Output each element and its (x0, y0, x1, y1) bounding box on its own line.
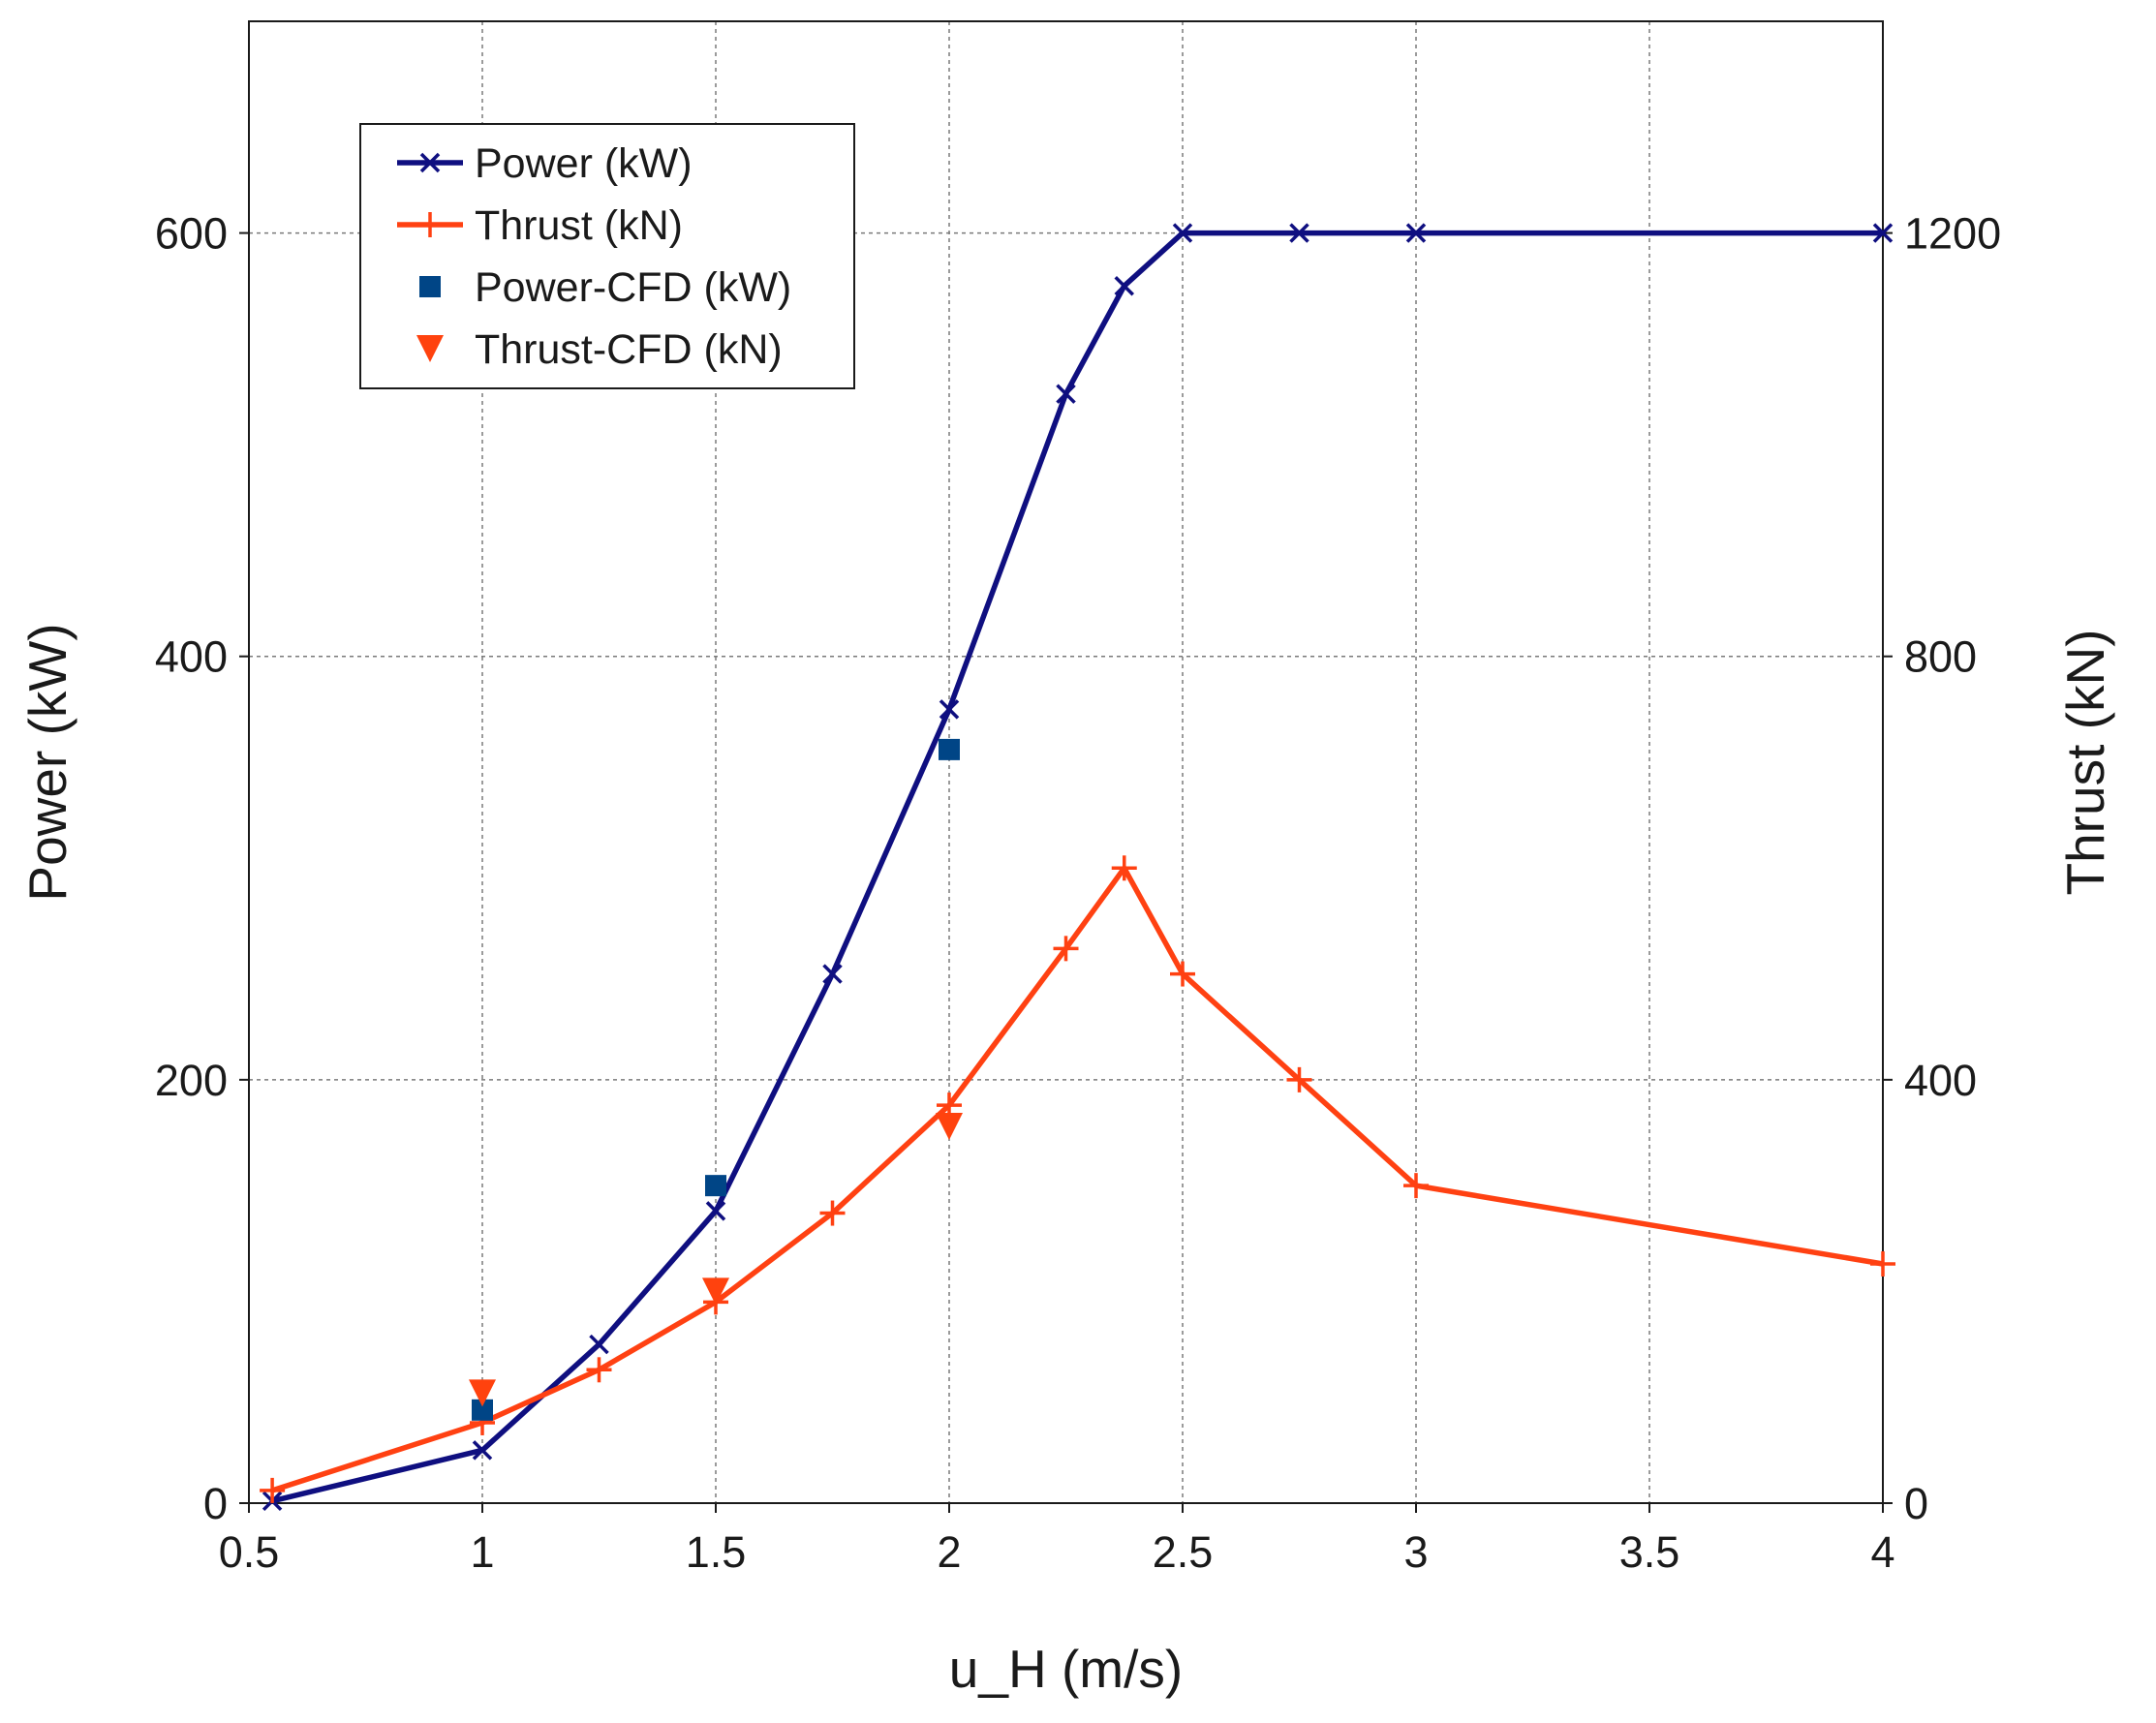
data-point (1111, 855, 1137, 881)
x-tick-label: 4 (1870, 1527, 1894, 1577)
data-point (702, 1277, 729, 1306)
y-tick-label: 200 (155, 1056, 228, 1105)
plot-area-frame (248, 20, 1884, 1504)
data-point (1403, 1173, 1429, 1199)
series-line (271, 865, 1884, 1493)
data-point (822, 964, 843, 984)
y-axis-title-right: Thrust (kN) (2055, 630, 2115, 896)
data-point (1172, 223, 1193, 243)
data-point (1872, 223, 1894, 243)
y2-tick-label: 0 (1904, 1479, 1928, 1528)
legend: Power (kW) Thrust (kN) Power-CFD (kW) Thrus… (359, 123, 855, 389)
data-point (472, 1399, 493, 1421)
x-tick-label: 0.5 (219, 1527, 280, 1577)
y2-tick-label: 800 (1904, 632, 1977, 682)
data-point (1053, 936, 1079, 962)
x-tick-label: 1 (470, 1527, 494, 1577)
data-point (1114, 275, 1134, 296)
legend-label: Thrust (kN) (475, 202, 683, 249)
grid-lines (249, 21, 1883, 1503)
data-series (260, 223, 1895, 1512)
data-point (1870, 1251, 1895, 1277)
y2-tick-label: 400 (1904, 1056, 1977, 1105)
y-tick-label: 0 (203, 1479, 228, 1528)
x-tick-label: 3.5 (1619, 1527, 1680, 1577)
data-point (1405, 223, 1427, 243)
series-power-kw (262, 223, 1894, 1512)
legend-box (359, 123, 855, 389)
y-axis-title-left: Power (kW) (17, 623, 77, 901)
data-point (260, 1477, 286, 1503)
data-point (1056, 384, 1076, 404)
legend-marker (419, 152, 441, 173)
y2-tick-label: 1200 (1904, 209, 2001, 259)
data-point (469, 1379, 496, 1407)
data-point (472, 1440, 493, 1461)
x-axis-title: u_H (m/s) (949, 1639, 1183, 1699)
data-point (589, 1334, 609, 1355)
legend-item: Thrust-CFD (kN) (416, 326, 783, 373)
legend-label: Power-CFD (kW) (475, 264, 791, 311)
data-point (939, 738, 960, 760)
legend-marker (419, 276, 441, 297)
legend-item: Power-CFD (kW) (419, 264, 791, 311)
legend-marker (416, 335, 444, 362)
data-point (586, 1357, 612, 1383)
data-point (819, 1200, 846, 1226)
data-point (1286, 1066, 1312, 1092)
y-tick-label: 400 (155, 632, 228, 682)
data-point (705, 1201, 726, 1221)
y-tick-label: 600 (155, 209, 228, 259)
data-point (1170, 961, 1195, 987)
series-line (271, 230, 1883, 1504)
x-tick-label: 2 (937, 1527, 961, 1577)
x-tick-label: 3 (1403, 1527, 1428, 1577)
series-thrust-cfd-kn (469, 1112, 963, 1407)
series-power-cfd-kw (472, 738, 960, 1421)
x-tick-label: 1.5 (686, 1527, 747, 1577)
x-tick-label: 2.5 (1153, 1527, 1214, 1577)
legend-item: Power (kW) (397, 140, 693, 187)
data-point (939, 699, 960, 720)
legend-label: Power (kW) (475, 140, 693, 187)
data-point (936, 1112, 963, 1140)
legend-item: Thrust (kN) (397, 202, 683, 249)
legend-label: Thrust-CFD (kN) (475, 326, 783, 373)
data-point (1289, 223, 1309, 243)
legend-marker (417, 212, 443, 237)
data-point (705, 1175, 726, 1197)
